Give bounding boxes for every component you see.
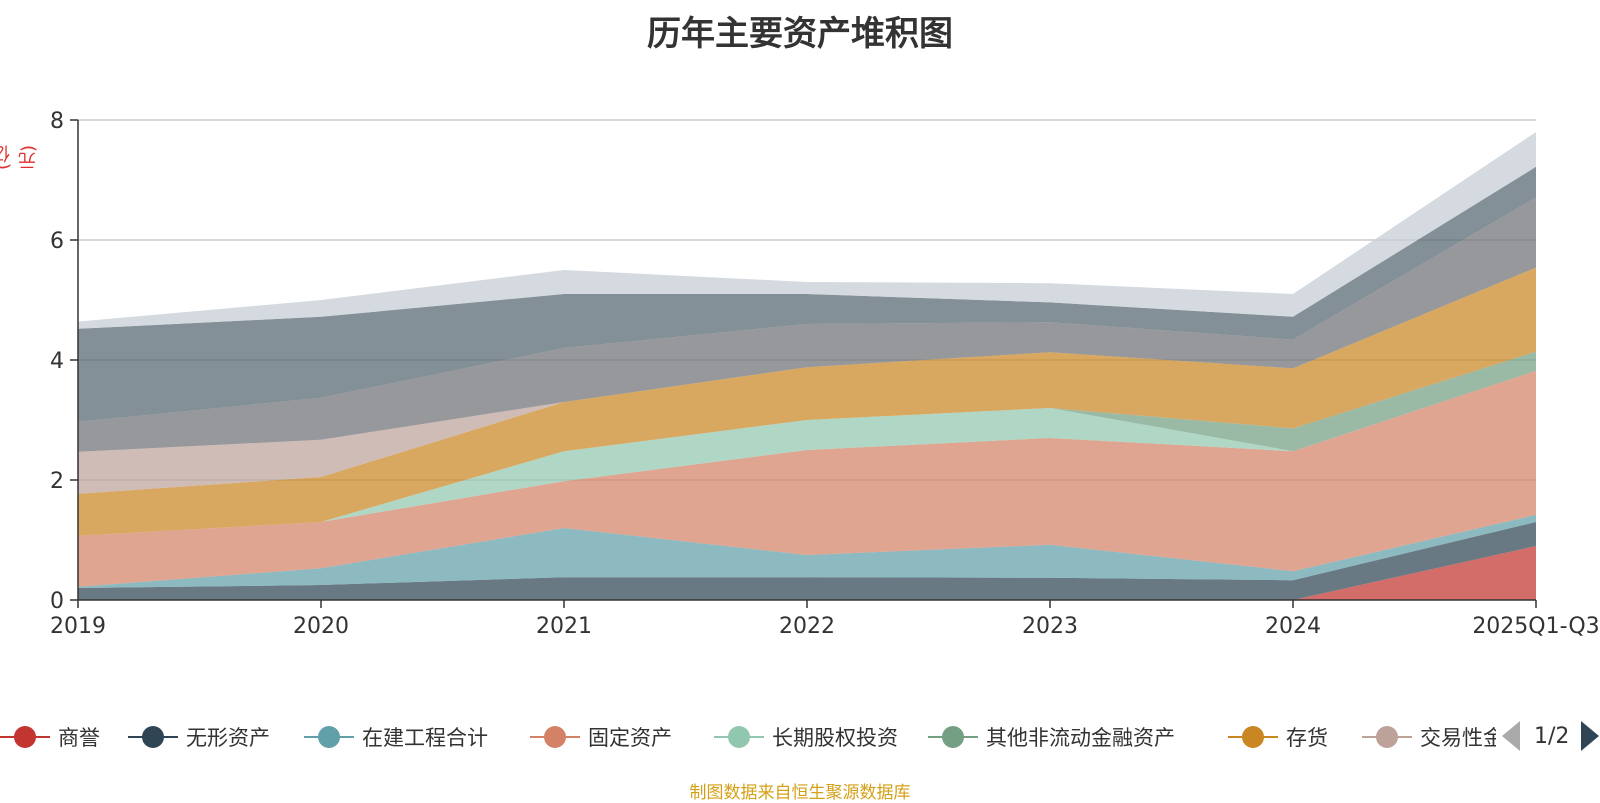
legend-marker-icon [714,724,764,750]
legend-label: 其他非流动金融资产 [986,726,1175,750]
x-tick-label: 2024 [1265,614,1321,639]
y-tick-label: 2 [50,469,64,494]
legend-prev-page-icon[interactable] [1502,721,1520,751]
x-tick-label: 2021 [536,614,592,639]
legend-label: 长期股权投资 [772,726,898,750]
legend-pager: 1/2 [1496,716,1600,756]
area-series-2 [78,522,1536,600]
legend-item[interactable]: 无形资产 [128,720,270,754]
legend-item[interactable]: 在建工程合计 [304,720,488,754]
legend-item[interactable]: 存货 [1228,720,1328,754]
area-series-9 [78,197,1536,452]
legend-next-page-icon[interactable] [1581,721,1600,751]
x-tick-label: 2023 [1022,614,1078,639]
legend-marker-icon [530,724,580,750]
legend-marker-icon [1228,724,1278,750]
legend-label: 无形资产 [186,726,270,750]
legend-item[interactable]: 其他非流动金融资产 [928,720,1175,754]
x-tick-label: 2019 [50,614,106,639]
legend-marker-icon [928,724,978,750]
legend-label: 固定资产 [588,726,672,750]
y-tick-label: 0 [50,589,64,614]
area-series-10 [78,166,1536,422]
area-series-7 [78,267,1536,536]
y-tick-label: 4 [50,349,64,374]
data-source-footer: 制图数据来自恒生聚源数据库 [689,783,911,803]
legend-marker-icon [0,724,50,750]
y-tick-label: 6 [50,229,64,254]
area-series-3 [78,514,1536,588]
legend-page-indicator: 1/2 [1534,723,1570,749]
legend-label: 商誉 [58,726,100,750]
legend-marker-icon [1362,724,1412,750]
legend-item[interactable]: 商誉 [0,720,100,754]
y-tick-label: 8 [50,109,64,134]
chart-title: 历年主要资产堆积图 [647,14,953,54]
area-series-5 [78,370,1536,536]
legend-label: 在建工程合计 [362,726,488,750]
legend-item[interactable]: 固定资产 [530,720,672,754]
stacked-area-chart: 0 2 4 6 8 2019 2020 2021 2022 2023 2024 2025Q1-Q3 [50,109,1600,639]
area-series-8 [78,267,1536,494]
legend-marker-icon [304,724,354,750]
area-series-4 [78,370,1536,587]
legend-item[interactable]: 长期股权投资 [714,720,898,754]
area-series-1 [78,546,1536,600]
chart-legend: 商誉 无形资产 在建工程合计 固定资产 长期股权投资 其他非流动金融资产 存货 交易性金融资产 [0,720,1600,754]
legend-marker-icon [128,724,178,750]
legend-label: 存货 [1286,726,1328,750]
area-series-11 [78,132,1536,329]
x-tick-label: 2025Q1-Q3 [1472,614,1599,639]
x-tick-label: 2022 [779,614,835,639]
x-tick-label: 2020 [293,614,349,639]
